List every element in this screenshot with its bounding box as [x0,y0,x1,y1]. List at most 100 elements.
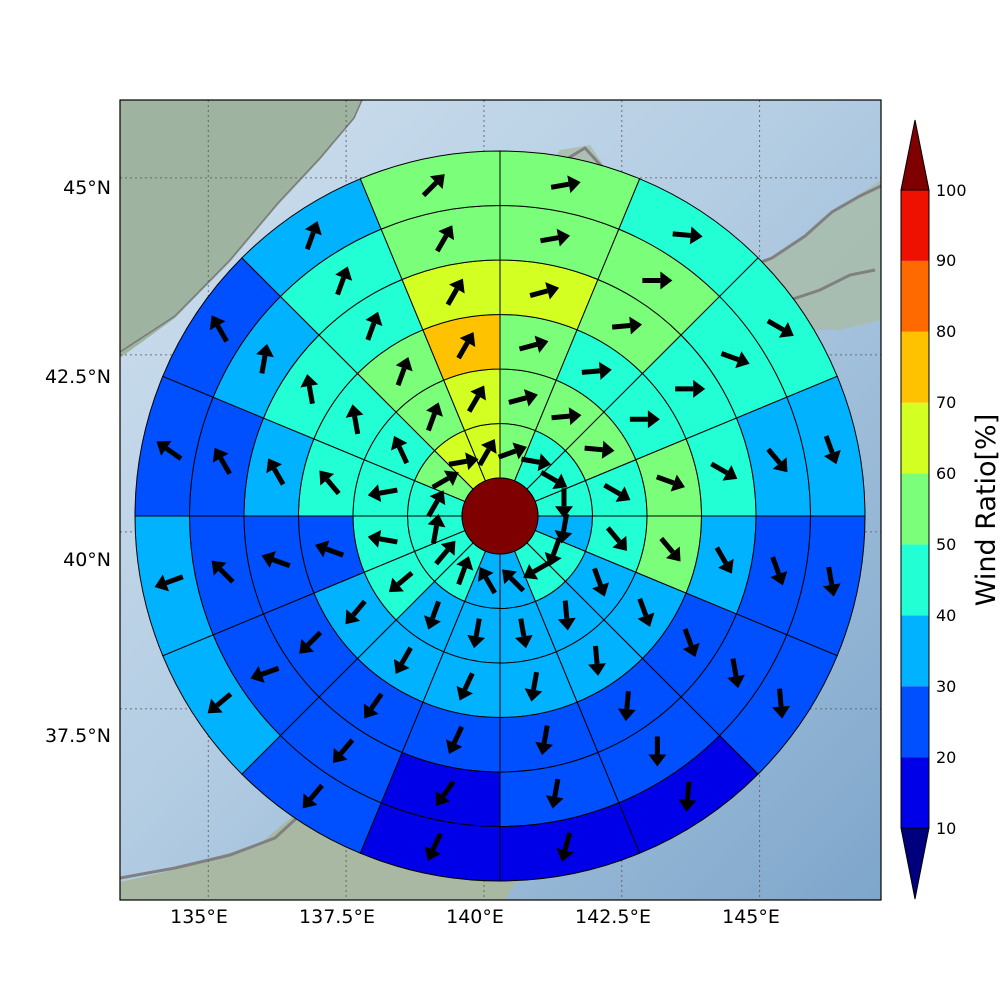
wind-arrow [250,665,280,683]
colorbar: 10 20 30 40 50 60 70 80 90 100 Wind Rati… [900,119,1000,900]
wind-arrow [445,725,464,754]
wind-arrow [554,488,573,519]
wind-arrow [424,832,443,861]
wind-arrow [421,174,445,198]
wind-arrow [435,780,456,807]
wind-arrow [304,221,322,251]
wind-arrow [502,569,526,593]
wind-arrows [154,174,841,862]
wind-arrow [535,725,553,756]
wind-arrow [427,513,446,544]
wind-arrow [581,361,612,380]
wind-arrow [300,374,319,405]
wind-arrow [521,453,552,472]
colorbar-segments [901,190,929,828]
colorbar-segment [901,331,929,403]
wind-arrow [508,389,538,407]
wind-arrow [642,271,673,290]
x-tick-label: 142.5°E [575,906,651,928]
colorbar-tick-label: 70 [936,393,956,412]
wind-arrow [391,435,410,465]
wind-arrow [770,556,788,586]
colorbar-segment [901,260,929,332]
colorbar-tick-label: 40 [936,606,956,625]
colorbar-tick-label: 10 [936,819,956,838]
map-area [119,99,882,901]
wind-arrow [672,226,703,245]
wind-arrow [345,404,364,435]
wind-arrow [682,628,700,658]
y-tick-label: 37.5°N [45,725,111,747]
wind-arrow [477,567,497,595]
wind-arrow [395,357,413,387]
wind-arrow [426,490,446,518]
wind-arrow [540,228,571,247]
wind-arrow [434,540,456,566]
center-disk [461,477,539,555]
wind-arrow [467,618,485,649]
colorbar-segment [901,686,929,758]
wind-arrow [637,597,655,627]
wind-arrow [425,402,443,432]
wind-arrow [456,672,475,701]
wind-arrow [554,513,573,544]
wind-arrow [629,410,660,429]
wind-arrow [611,316,643,335]
wind-arrow [423,600,441,630]
wind-arrow [345,599,367,625]
wind-arrow [823,435,841,465]
colorbar-tick-label: 30 [936,677,956,696]
wind-arrow [678,781,697,812]
wind-arrow [523,560,551,580]
colorbar-segment [901,190,929,261]
wind-arrow [466,385,486,413]
colorbar-segment [901,757,929,828]
map-frame [119,99,882,901]
colorbar-segment [901,473,929,545]
wind-arrow [659,536,681,562]
x-tick-label: 145°E [722,906,780,928]
wind-arrow [363,692,384,719]
colorbar-segment [901,615,929,687]
wind-arrow [393,646,413,674]
y-axis-ticks: 45°N 42.5°N 40°N 37.5°N [45,177,111,747]
wind-arrow [388,570,414,593]
x-axis-ticks: 135°E 137.5°E 140°E 142.5°E 145°E [170,906,780,928]
wind-arrow [605,526,628,551]
colorbar-tick-label: 20 [936,748,956,767]
colorbar-tick-label: 50 [936,535,956,554]
colorbar-tick-label: 90 [936,251,956,270]
wind-arrow [648,736,667,767]
wind-arrow [456,332,476,360]
wind-arrow [456,556,474,586]
wind-arrow [315,540,345,558]
wind-arrow [714,546,734,574]
wind-arrow [550,175,581,194]
wind-arrow [154,574,184,592]
wind-arrow [445,278,465,306]
land-northwest [120,100,362,358]
colorbar-under-arrow [900,827,930,900]
wind-arrow [365,311,383,341]
wind-arrow [822,566,841,597]
wind-arrow [540,470,568,490]
x-tick-label: 135°E [170,906,228,928]
wind-arrow [655,474,685,492]
wind-arrow [524,671,543,702]
colorbar-tick-label: 100 [936,181,967,200]
y-tick-label: 42.5°N [45,366,111,388]
x-tick-label: 137.5°E [299,906,375,928]
wind-arrow [332,738,355,764]
wind-arrow [367,484,398,503]
colorbar-frame [900,189,930,829]
wind-arrow [603,482,631,502]
wind-arrow [518,335,549,354]
wind-arrow [515,618,533,649]
y-tick-label: 40°N [63,549,111,571]
wind-arrow [675,379,706,398]
wind-arrow [617,691,636,722]
wind-arrow [435,225,455,253]
y-tick-label: 45°N [63,177,111,199]
wind-arrow [584,440,615,459]
